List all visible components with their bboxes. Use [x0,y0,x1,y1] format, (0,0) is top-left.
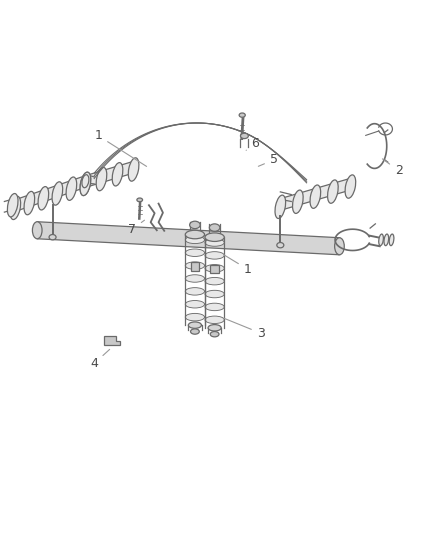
Text: 2: 2 [382,159,403,177]
Ellipse shape [32,222,42,239]
Ellipse shape [128,158,139,181]
Ellipse shape [82,175,89,188]
Ellipse shape [188,322,201,328]
Ellipse shape [24,191,35,215]
Text: 6: 6 [246,138,259,150]
Ellipse shape [205,239,224,246]
Ellipse shape [239,113,245,117]
Ellipse shape [293,190,303,213]
Bar [210,265,219,273]
Ellipse shape [277,243,284,248]
Ellipse shape [112,163,123,186]
Ellipse shape [185,274,205,282]
Ellipse shape [335,238,344,255]
Text: 3: 3 [224,318,265,340]
Ellipse shape [190,221,200,229]
Ellipse shape [185,249,205,256]
Ellipse shape [80,172,91,196]
Ellipse shape [205,252,224,259]
Polygon shape [104,336,120,345]
Ellipse shape [80,172,91,196]
Ellipse shape [191,329,199,334]
Ellipse shape [208,325,221,331]
Ellipse shape [205,264,224,272]
Bar [191,262,199,271]
Ellipse shape [185,288,205,295]
Ellipse shape [205,316,224,324]
Text: 1: 1 [223,255,251,276]
Text: 7: 7 [128,220,145,236]
Ellipse shape [185,301,205,308]
Polygon shape [37,222,339,255]
Text: 5: 5 [258,154,278,166]
Ellipse shape [345,175,356,198]
Polygon shape [280,179,350,211]
Ellipse shape [38,187,49,210]
Ellipse shape [384,234,389,246]
Ellipse shape [185,262,205,269]
Ellipse shape [205,303,224,311]
Polygon shape [15,176,85,212]
Ellipse shape [185,313,205,321]
Ellipse shape [49,235,56,240]
Ellipse shape [66,177,77,200]
Ellipse shape [52,182,63,205]
Ellipse shape [328,180,338,203]
Ellipse shape [310,185,321,208]
Ellipse shape [389,234,394,246]
Ellipse shape [10,196,21,220]
Text: 4: 4 [90,350,110,370]
Ellipse shape [205,277,224,285]
Text: 1: 1 [95,130,147,166]
Ellipse shape [205,290,224,298]
Ellipse shape [96,167,107,191]
Polygon shape [85,161,134,188]
Ellipse shape [185,230,205,239]
Ellipse shape [209,224,220,231]
Ellipse shape [379,234,383,246]
Ellipse shape [137,198,143,201]
Ellipse shape [205,233,224,241]
Ellipse shape [275,195,286,219]
Ellipse shape [185,236,205,244]
Ellipse shape [240,133,248,139]
Ellipse shape [7,193,18,217]
Ellipse shape [210,332,219,337]
